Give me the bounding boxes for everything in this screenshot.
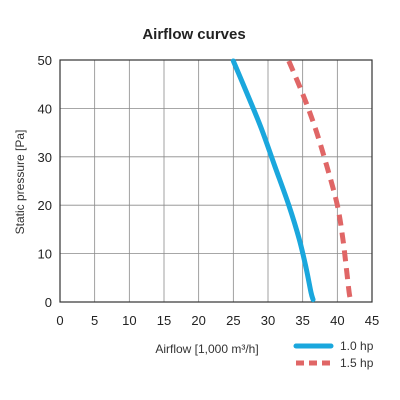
y-tick-label: 40 (38, 101, 52, 116)
y-axis-label: Static pressure [Pa] (13, 130, 27, 235)
x-tick-label: 30 (261, 313, 275, 328)
series-line-2 (286, 59, 353, 301)
legend-label-1: 1.0 hp (340, 339, 374, 353)
legend-label-2: 1.5 hp (340, 356, 374, 370)
x-tick-label: 40 (330, 313, 344, 328)
x-axis-label: Airflow [1,000 m³/h] (155, 342, 258, 356)
x-tick-label: 35 (295, 313, 309, 328)
y-tick-label: 10 (38, 247, 52, 262)
x-tick-label: 0 (56, 313, 63, 328)
axes (59, 59, 373, 303)
tick-labels: 0 5 10 15 20 25 30 35 40 45 0 10 20 30 40 50 (38, 53, 380, 328)
plot-frame (59, 59, 373, 303)
x-tick-label: 20 (191, 313, 205, 328)
y-tick-label: 20 (38, 198, 52, 213)
y-tick-label: 50 (38, 53, 52, 68)
chart-title: Airflow curves (142, 26, 245, 43)
x-tick-label: 45 (365, 313, 379, 328)
series-lines (230, 58, 353, 303)
x-tick-label: 15 (157, 313, 171, 328)
x-tick-label: 10 (122, 313, 136, 328)
grid (59, 59, 373, 303)
x-tick-label: 5 (91, 313, 98, 328)
x-tick-label: 25 (226, 313, 240, 328)
y-tick-label: 30 (38, 150, 52, 165)
series-line-1 (230, 58, 316, 303)
legend: 1.0 hp 1.5 hp (293, 339, 374, 370)
y-tick-label: 0 (45, 295, 52, 310)
